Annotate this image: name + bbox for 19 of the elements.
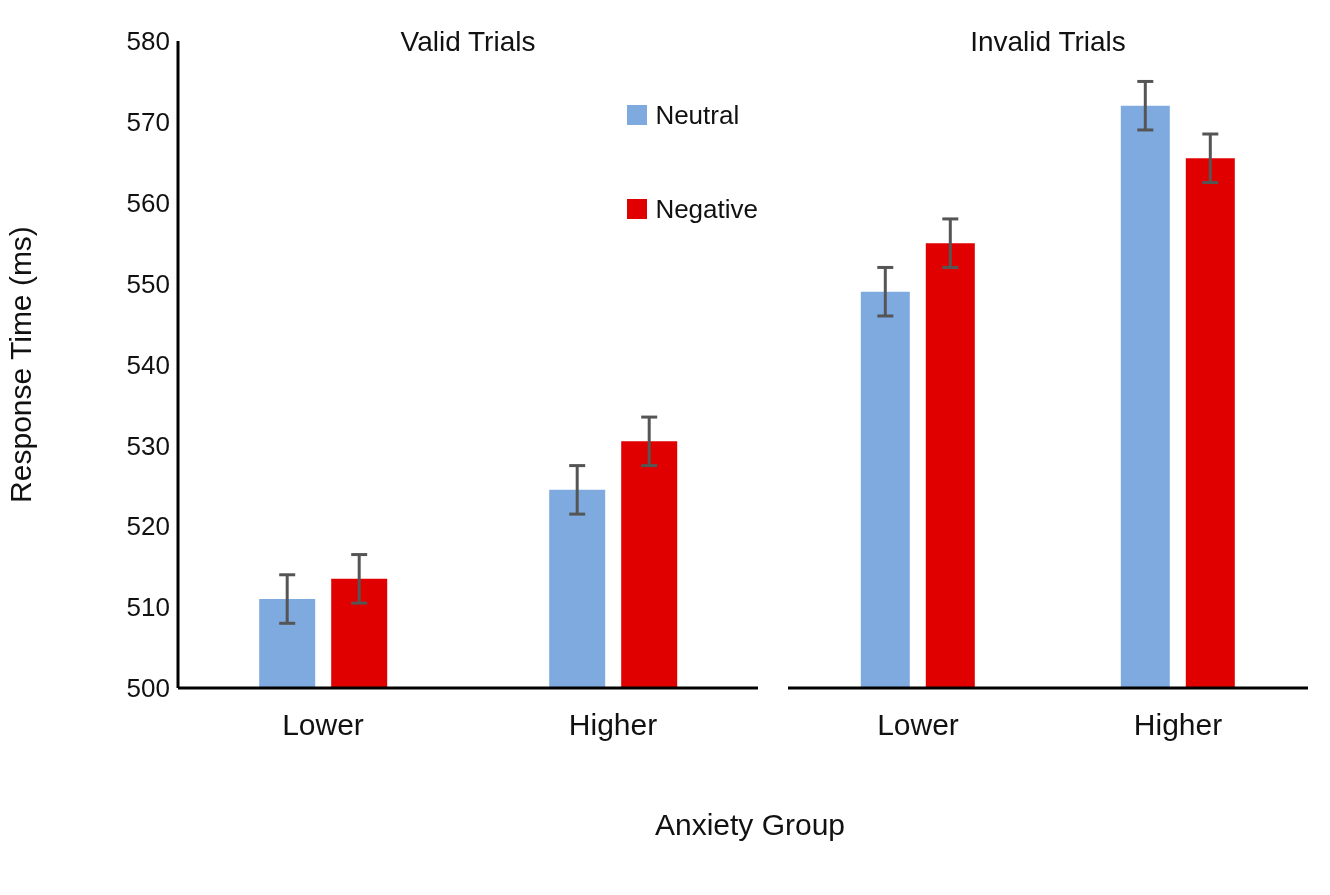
y-tick-label: 570 — [126, 107, 170, 138]
y-tick-label: 530 — [126, 430, 170, 461]
x-axis-title: Anxiety Group — [653, 808, 847, 842]
y-tick-label: 550 — [126, 268, 170, 299]
x-tick-label: Higher — [1133, 708, 1223, 742]
y-axis-title: Response Time (ms) — [3, 226, 37, 503]
y-tick-label: 580 — [126, 26, 170, 57]
x-tick-label: Lower — [877, 708, 959, 742]
y-tick-label: 510 — [126, 592, 170, 623]
legend-label: Negative — [655, 193, 758, 225]
y-tick-label: 520 — [126, 511, 170, 542]
chart-title: Valid Trials — [399, 26, 537, 58]
y-tick-label: 540 — [126, 349, 170, 380]
y-tick-label: 560 — [126, 187, 170, 218]
y-tick-label: 500 — [126, 673, 170, 704]
x-tick-label: Higher — [568, 708, 658, 742]
chart-title: Invalid Trials — [969, 26, 1127, 58]
legend-label: Neutral — [655, 99, 740, 131]
x-tick-label: Lower — [282, 708, 364, 742]
